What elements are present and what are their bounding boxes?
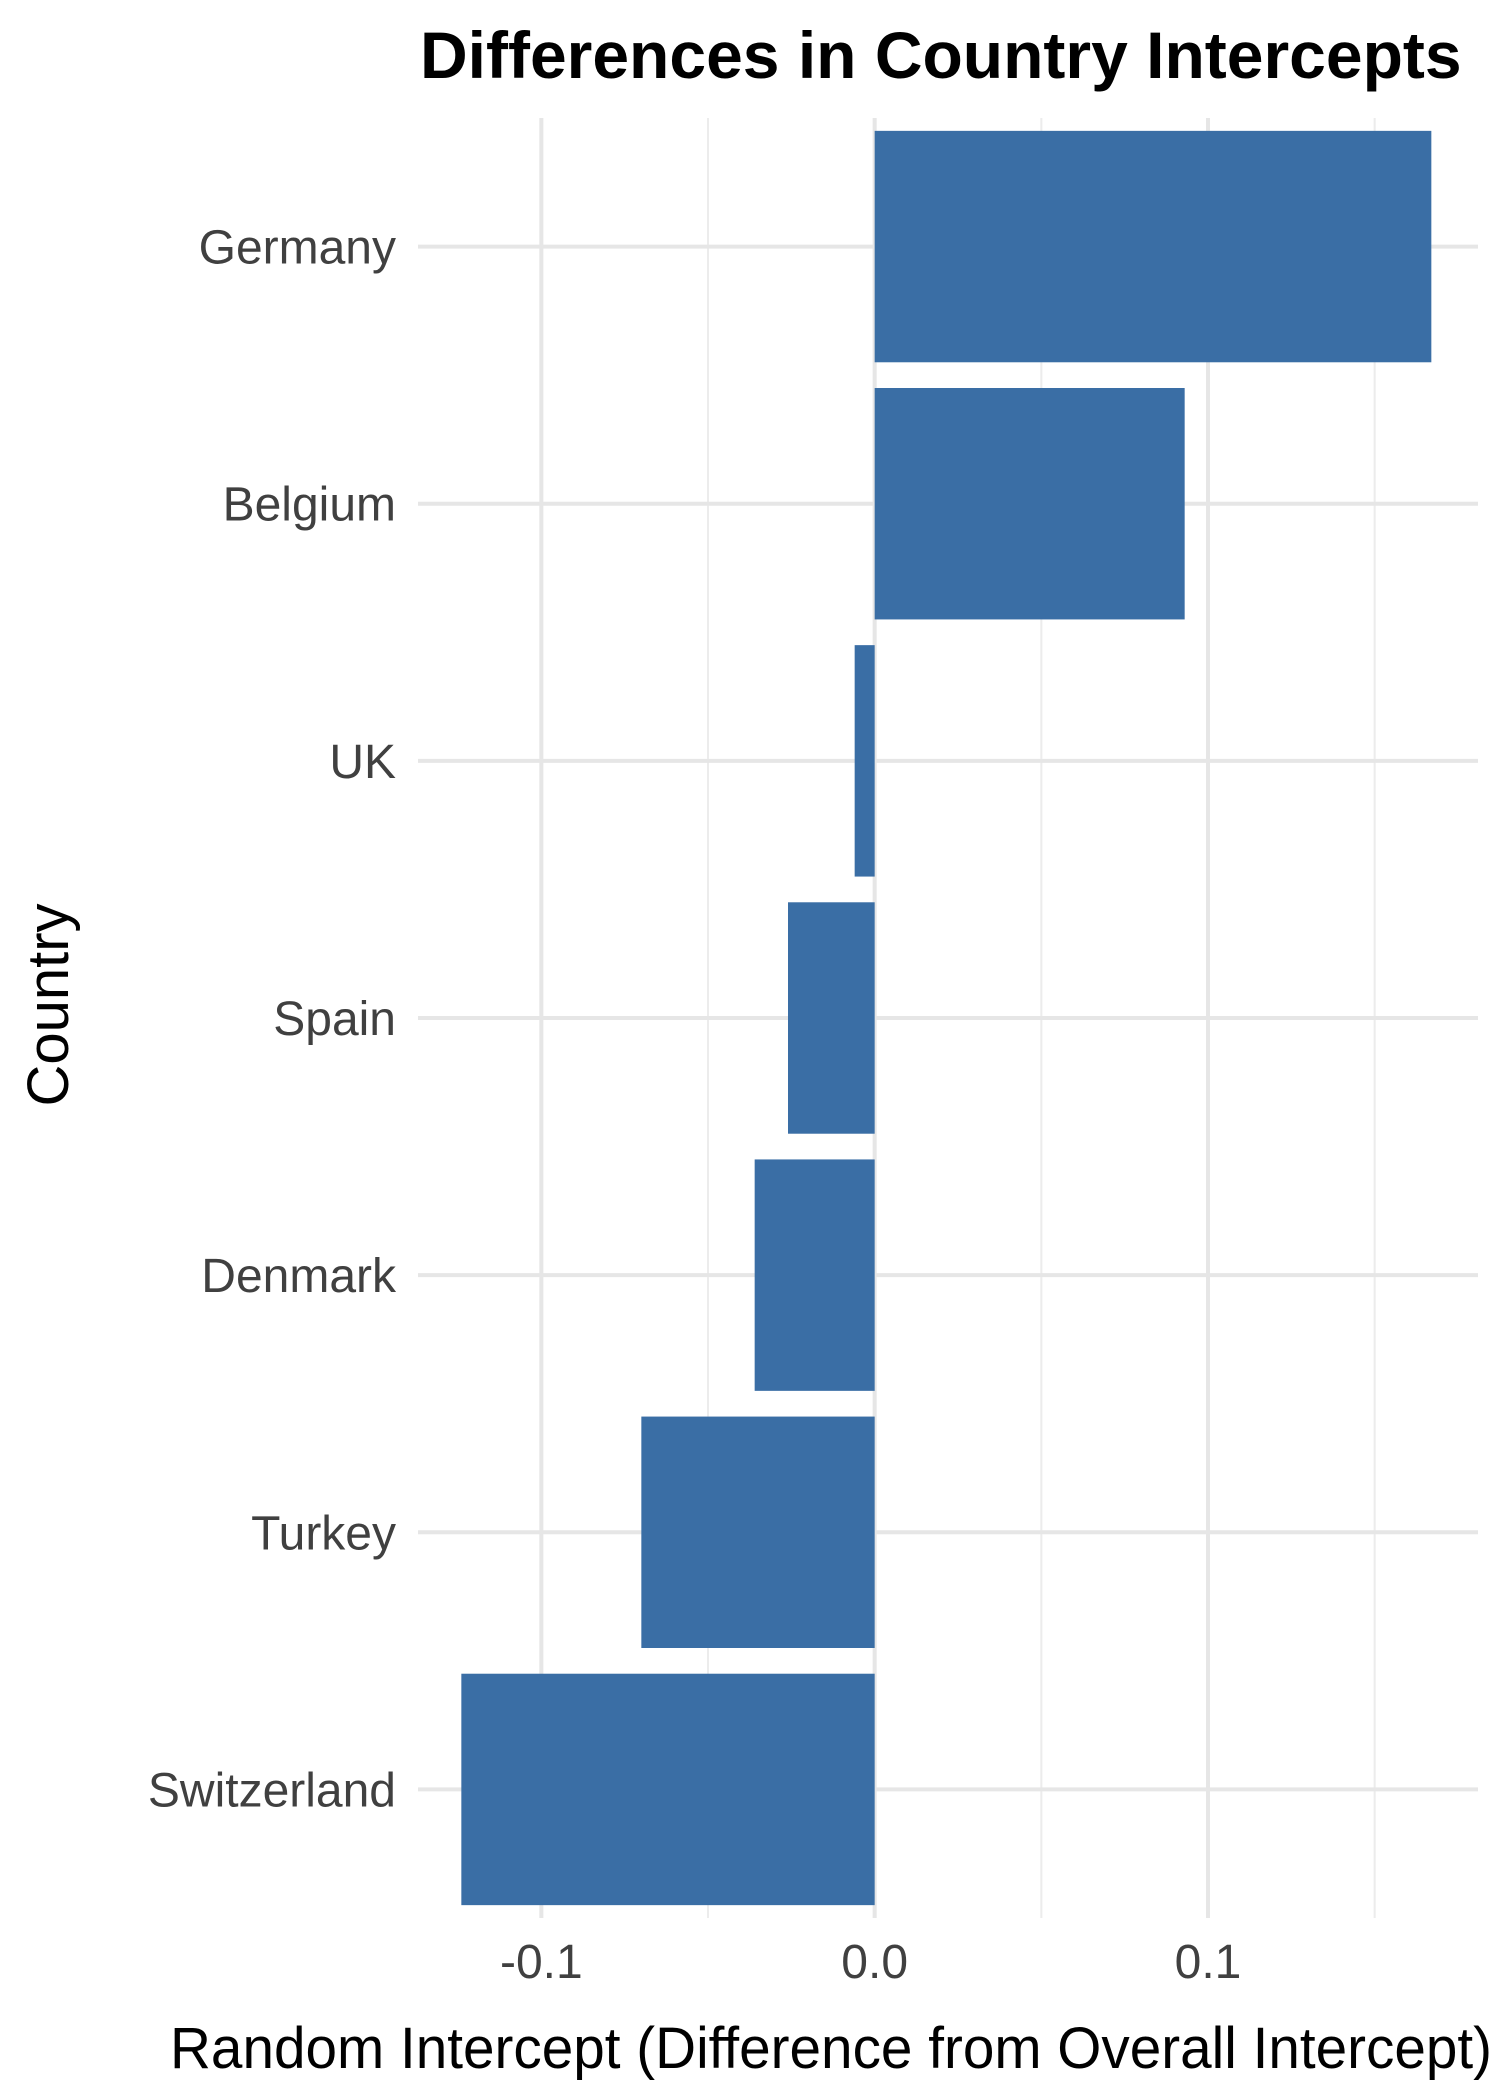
y-tick-label: Spain — [273, 993, 396, 1046]
x-axis-title: Random Intercept (Difference from Overal… — [170, 2016, 1492, 2081]
bar-turkey — [641, 1416, 875, 1648]
bars — [461, 130, 1432, 1906]
x-tick-label: 0.1 — [1175, 1936, 1242, 1989]
x-tick-labels: -0.1 0.0 0.1 — [500, 1936, 1241, 1989]
y-tick-label: Germany — [199, 222, 396, 275]
bar-spain — [788, 902, 875, 1134]
y-tick-label: Switzerland — [148, 1764, 396, 1817]
y-tick-label: Belgium — [223, 479, 396, 532]
y-tick-label: UK — [329, 736, 396, 789]
bar-switzerland — [461, 1673, 875, 1906]
chart-title: Differences in Country Intercepts — [420, 18, 1462, 92]
y-tick-label: Turkey — [251, 1507, 396, 1560]
x-tick-label: -0.1 — [500, 1936, 583, 1989]
bar-denmark — [754, 1159, 875, 1391]
y-tick-label: Denmark — [201, 1250, 397, 1303]
bar-uk — [854, 645, 875, 877]
bar-belgium — [874, 388, 1185, 620]
bar-germany — [874, 130, 1432, 363]
x-tick-label: 0.0 — [841, 1936, 908, 1989]
y-axis-title: Country — [16, 903, 81, 1106]
y-tick-labels: Germany Belgium UK Spain Denmark Turkey Switze… — [148, 222, 397, 1818]
